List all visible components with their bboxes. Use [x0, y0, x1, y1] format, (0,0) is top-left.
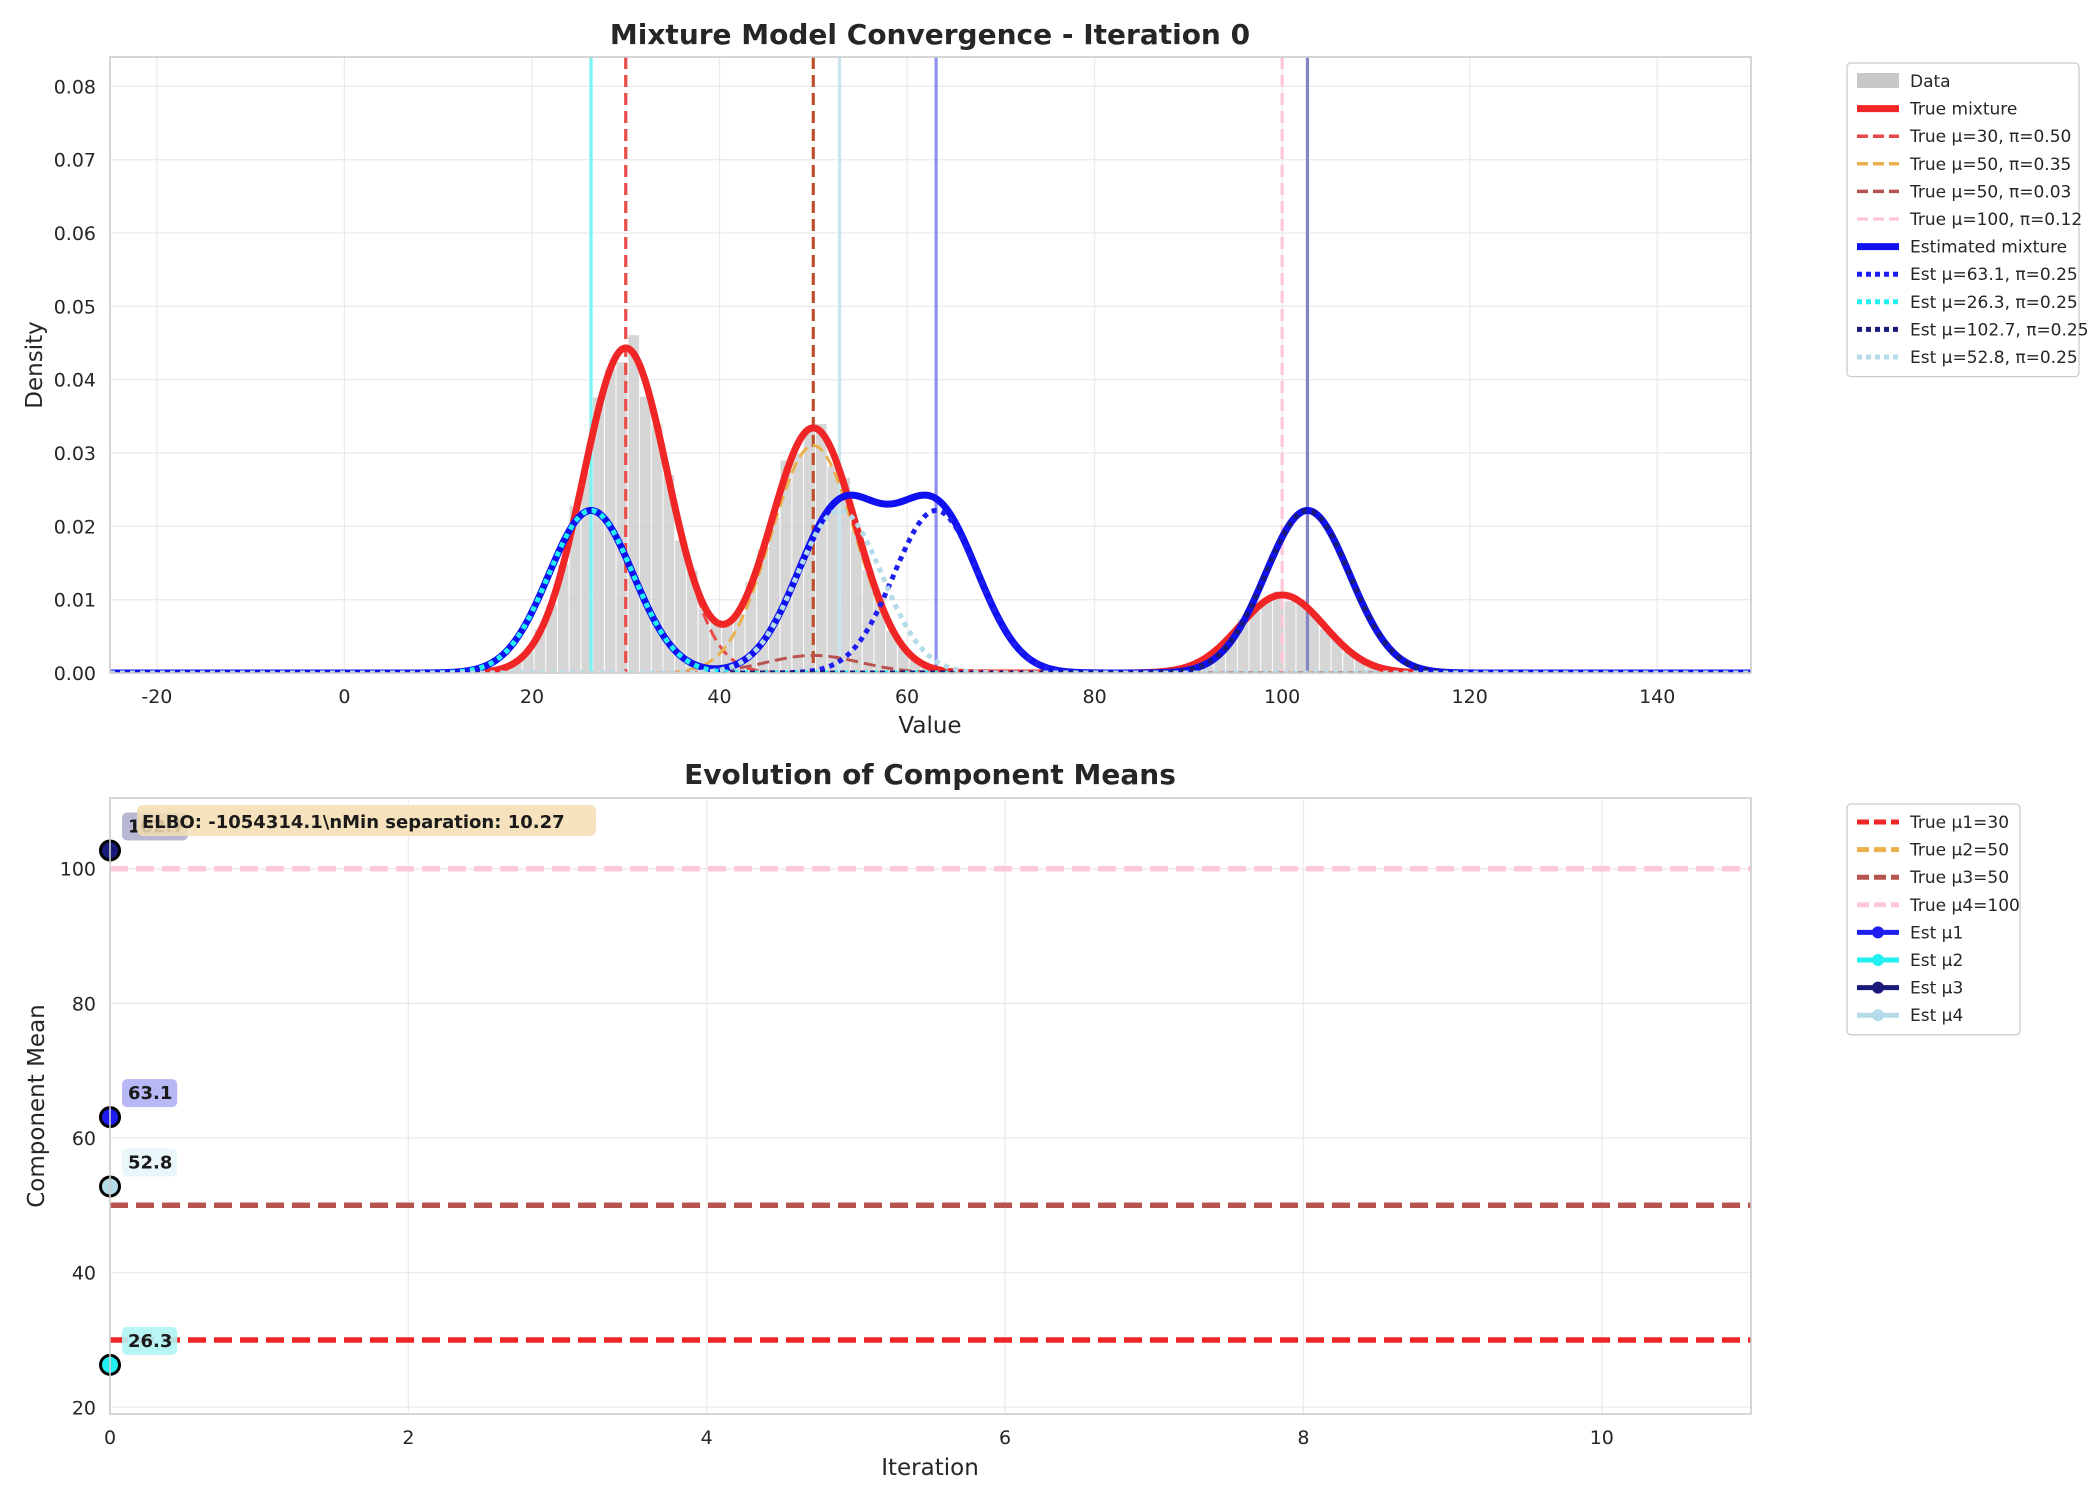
- legend-label: True μ=50, π=0.03: [1909, 182, 2071, 202]
- legend-label: Est μ=26.3, π=0.25: [1910, 293, 2078, 313]
- point-label-box: [122, 1148, 178, 1177]
- legend-label: Est μ4: [1910, 1006, 1963, 1026]
- legend-label: Est μ=102.7, π=0.25: [1910, 320, 2089, 340]
- means-legend: True μ1=30 True μ2=50 True μ3=50 True μ4=10…: [1846, 803, 2021, 1036]
- y-tick-label: 0.07: [54, 150, 96, 172]
- point-label: 63.1: [128, 1083, 172, 1104]
- x-tick-label: 60: [895, 686, 919, 708]
- y-tick-label: 20: [72, 1397, 96, 1419]
- legend-frame: [1846, 62, 2080, 378]
- legend-label: Estimated mixture: [1910, 238, 2067, 258]
- x-tick-label: 10: [1590, 1427, 1614, 1449]
- point-label-box: [122, 1326, 178, 1355]
- density-legend: Data True mixture True μ=30, π=0.50 True μ=…: [1846, 62, 2089, 378]
- x-tick-label: 2: [402, 1427, 414, 1449]
- legend-frame: [1846, 803, 2021, 1036]
- histogram-bar: [1284, 600, 1296, 673]
- y-tick-label: 0.05: [54, 296, 96, 318]
- means-title: Evolution of Component Means: [684, 758, 1176, 791]
- legend-label: True μ=100, π=0.12: [1909, 210, 2082, 230]
- density-title: Mixture Model Convergence - Iteration 0: [610, 18, 1250, 51]
- means-panel: Evolution of Component Means 63.1 26.3 10 2…: [24, 758, 2021, 1481]
- annotation-text: ELBO: -1054314.1\nMin separation: 10.27: [142, 812, 565, 833]
- point-label-box: [122, 1079, 178, 1108]
- histogram-bar: [815, 423, 827, 673]
- legend-label: True μ4=100: [1909, 896, 2020, 916]
- means-ticks: 0 2 4 6 8 10 20 40 60 80 100: [60, 859, 1614, 1449]
- x-tick-label: 80: [1083, 686, 1107, 708]
- x-tick-label: 4: [701, 1427, 713, 1449]
- legend-label: Est μ1: [1910, 923, 1963, 943]
- density-ticks: -20 0 20 40 60 80 100 120 140 0.00 0.01 0.02 0.03 0.0…: [54, 76, 1676, 708]
- histogram-bar: [1296, 600, 1308, 673]
- x-tick-label: 0: [338, 686, 350, 708]
- y-tick-label: 0.03: [54, 443, 96, 465]
- legend-label: True μ2=50: [1909, 841, 2009, 861]
- x-tick-label: 120: [1452, 686, 1488, 708]
- legend-label: True μ3=50: [1909, 868, 2009, 888]
- y-tick-label: 0.01: [54, 590, 96, 612]
- x-tick-label: 100: [1264, 686, 1300, 708]
- means-xlabel: Iteration: [881, 1455, 979, 1481]
- y-tick-label: 40: [72, 1263, 96, 1285]
- y-tick-label: 0.08: [54, 76, 96, 98]
- legend-label: True μ=30, π=0.50: [1909, 127, 2071, 147]
- histogram-bar: [1249, 611, 1261, 673]
- x-tick-label: 6: [999, 1427, 1011, 1449]
- density-ylabel: Density: [22, 321, 48, 408]
- legend-marker: [1872, 981, 1884, 994]
- annotation-box: [137, 805, 596, 836]
- y-tick-label: 80: [72, 993, 96, 1015]
- means-axes-frame: [109, 797, 1752, 1415]
- legend-marker: [1872, 954, 1884, 966]
- x-tick-label: -20: [141, 686, 172, 708]
- y-tick-label: 100: [60, 859, 96, 881]
- density-panel: Mixture Model Convergence - Iteration 0 …: [22, 18, 2089, 739]
- legend-label: Est μ3: [1910, 979, 1963, 999]
- means-ylabel: Component Mean: [24, 1004, 50, 1208]
- legend-label: True μ=50, π=0.35: [1909, 155, 2071, 175]
- x-tick-label: 20: [520, 686, 544, 708]
- legend-label: Est μ2: [1910, 951, 1963, 971]
- y-tick-label: 0.02: [54, 516, 96, 538]
- legend-label: Est μ=63.1, π=0.25: [1910, 265, 2078, 285]
- legend-swatch: [1857, 73, 1899, 88]
- y-tick-label: 60: [72, 1128, 96, 1150]
- histogram-bar: [616, 361, 628, 673]
- legend-marker: [1872, 1009, 1884, 1022]
- point-label: 26.3: [128, 1331, 172, 1352]
- legend-label: Est μ=52.8, π=0.25: [1910, 348, 2078, 368]
- estimated-component-curve: [110, 507, 1751, 673]
- histogram-bar: [627, 334, 640, 673]
- histogram-bar: [639, 396, 652, 673]
- legend-marker: [1872, 926, 1884, 939]
- y-tick-label: 0.04: [54, 370, 96, 392]
- x-tick-label: 140: [1639, 686, 1675, 708]
- x-tick-label: 8: [1297, 1427, 1309, 1449]
- legend-label: True μ1=30: [1909, 813, 2009, 833]
- point-label: 52.8: [128, 1152, 172, 1173]
- legend-label: True mixture: [1909, 100, 2017, 120]
- true-mixture-curve: [110, 344, 1751, 673]
- legend-label: Data: [1910, 72, 1951, 92]
- x-tick-label: 0: [104, 1427, 116, 1449]
- x-tick-label: 40: [707, 686, 731, 708]
- density-xlabel: Value: [898, 713, 961, 739]
- histogram-bar: [1260, 600, 1273, 673]
- y-tick-label: 0.00: [54, 663, 96, 685]
- y-tick-label: 0.06: [54, 223, 96, 245]
- density-axes-frame: [109, 56, 1752, 674]
